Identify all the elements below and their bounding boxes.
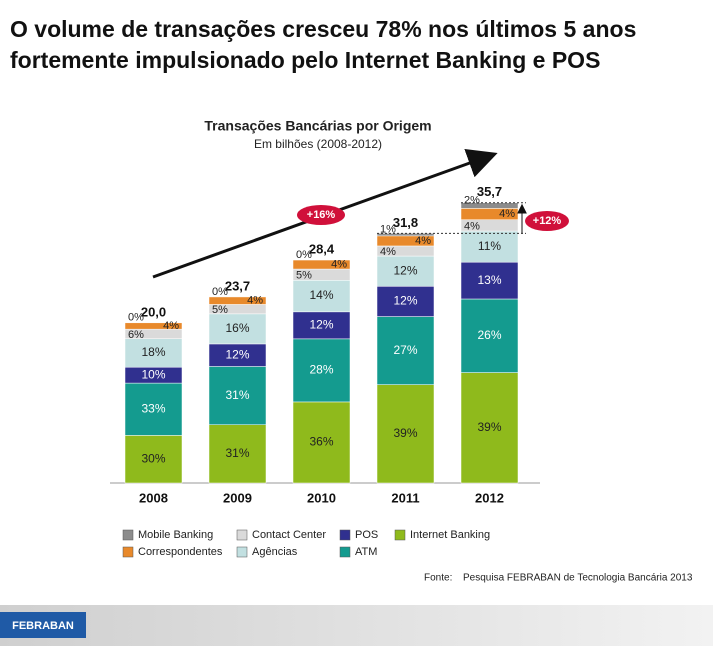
x-tick-label: 2010 — [307, 490, 336, 505]
segment-label: 13% — [477, 273, 501, 287]
segment-label: 16% — [225, 321, 249, 335]
segment-label: 2% — [464, 194, 480, 206]
bar-segment — [292, 401, 351, 484]
legend-label: ATM — [355, 546, 377, 558]
segment-label: 4% — [415, 235, 431, 247]
legend-swatch — [236, 546, 248, 558]
segment-label: 28% — [309, 363, 333, 377]
footer-bar — [0, 605, 713, 646]
legend-swatch — [339, 529, 351, 541]
legend-swatch — [236, 529, 248, 541]
legend-label: Internet Banking — [410, 529, 490, 541]
chart: 30%33%10%18%6%4%0%20,0200831%31%12%16%5%… — [110, 184, 540, 558]
segment-label: 12% — [225, 347, 249, 361]
bar-segment — [124, 435, 183, 484]
legend-label: Agências — [252, 546, 298, 558]
bar-segment — [460, 298, 519, 373]
segment-label: 31% — [225, 388, 249, 402]
bar-segment — [292, 311, 351, 340]
source-label: Fonte: — [424, 573, 452, 584]
headline: fortemente impulsionado pelo Internet Ba… — [10, 47, 600, 73]
bar-segment — [208, 296, 267, 305]
segment-label: 5% — [212, 304, 228, 316]
x-tick-label: 2008 — [139, 490, 168, 505]
legend-label: Correspondentes — [138, 546, 223, 558]
x-tick-label: 2012 — [475, 490, 504, 505]
legend-label: Contact Center — [252, 529, 326, 541]
bar-segment — [208, 366, 267, 425]
segment-label: 18% — [141, 345, 165, 359]
segment-label: 4% — [464, 220, 480, 232]
headline: O volume de transações cresceu 78% nos ú… — [10, 16, 636, 42]
total-label: 31,8 — [393, 215, 418, 230]
segment-label: 4% — [331, 258, 347, 270]
segment-label: 4% — [380, 246, 396, 258]
segment-label: 4% — [163, 320, 179, 332]
source: Pesquisa FEBRABAN de Tecnologia Bancária… — [463, 573, 693, 584]
logo-text: FEBRABAN — [12, 620, 74, 632]
segment-label: 11% — [478, 239, 501, 253]
legend-swatch — [394, 529, 406, 541]
x-tick-label: 2011 — [391, 490, 419, 505]
segment-label: 12% — [393, 294, 417, 308]
segment-label: 10% — [141, 367, 165, 381]
badge — [525, 211, 569, 231]
total-label: 35,7 — [477, 184, 502, 199]
bar-segment — [376, 316, 435, 385]
segment-label: 31% — [225, 446, 249, 460]
segment-label: 33% — [141, 401, 165, 415]
segment-label: 26% — [477, 328, 501, 342]
segment-label: 39% — [393, 426, 417, 440]
bar-segment — [208, 424, 267, 484]
legend-swatch — [339, 546, 351, 558]
legend-label: Mobile Banking — [138, 529, 213, 541]
legend-swatch — [122, 529, 134, 541]
bar-segment — [460, 372, 519, 484]
segment-label: 12% — [309, 318, 333, 332]
bar-segment — [292, 259, 351, 270]
segment-label: 6% — [128, 329, 144, 341]
bar-segment — [460, 230, 519, 263]
logo — [0, 612, 86, 638]
bar-segment — [208, 313, 267, 345]
bar-segment — [376, 384, 435, 484]
segment-label: 5% — [296, 270, 312, 282]
annotation: +12% — [533, 215, 562, 227]
total-label: 20,0 — [141, 304, 166, 319]
segment-label: 27% — [393, 343, 417, 357]
legend-label: POS — [355, 529, 378, 541]
annotation: +16% — [307, 209, 336, 221]
bar-segment — [124, 322, 183, 330]
chart-title: Transações Bancárias por Origem — [204, 118, 431, 134]
segment-label: 1% — [380, 224, 396, 236]
segment-label: 0% — [212, 286, 228, 298]
segment-label: 36% — [309, 435, 333, 449]
badge — [297, 205, 345, 225]
segment-label: 39% — [477, 420, 501, 434]
bar-segment — [292, 338, 351, 403]
segment-label: 0% — [296, 249, 312, 261]
bar-segment — [460, 261, 519, 300]
total-label: 28,4 — [309, 241, 335, 256]
bar-segment — [376, 286, 435, 317]
legend-swatch — [122, 546, 134, 558]
segment-label: 4% — [499, 208, 515, 220]
bar-segment — [376, 255, 435, 287]
x-tick-label: 2009 — [223, 490, 252, 505]
bar-segment — [292, 280, 351, 313]
segment-label: 14% — [309, 288, 333, 302]
chart-subtitle: Em bilhões (2008-2012) — [254, 137, 382, 151]
segment-label: 12% — [393, 263, 417, 277]
segment-label: 30% — [141, 451, 165, 465]
total-label: 23,7 — [225, 278, 250, 293]
segment-label: 4% — [247, 295, 263, 307]
segment-label: 0% — [128, 312, 144, 324]
